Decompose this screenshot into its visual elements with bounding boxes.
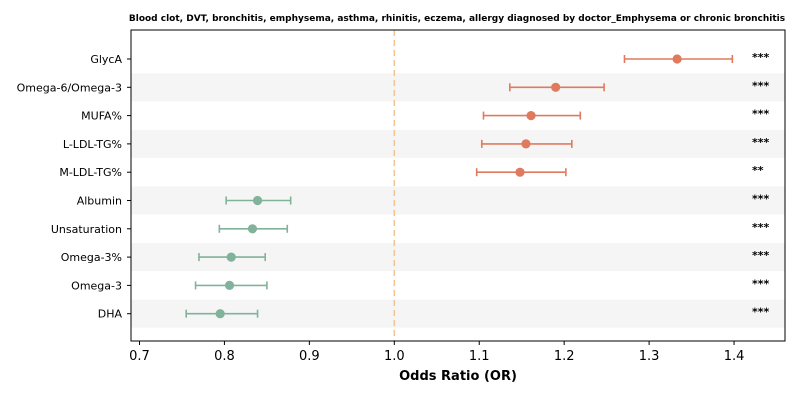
x-tick-label: 0.7 bbox=[129, 349, 150, 364]
x-tick-label: 1.0 bbox=[384, 349, 405, 364]
y-tick-label: Omega-6/Omega-3 bbox=[17, 81, 122, 94]
x-tick-label: 0.9 bbox=[299, 349, 320, 364]
significance-label: *** bbox=[752, 249, 770, 262]
y-tick-label: MUFA% bbox=[81, 110, 122, 123]
significance-label: *** bbox=[752, 51, 770, 64]
y-axis-labels: GlycA Omega-6/Omega-3 MUFA% L-LDL-TG% M-LDL-… bbox=[17, 53, 131, 321]
significance-label: *** bbox=[752, 193, 770, 206]
significance-label: *** bbox=[752, 108, 770, 121]
significance-label: *** bbox=[752, 306, 770, 319]
points bbox=[215, 54, 682, 319]
x-tick-label: 0.8 bbox=[214, 349, 235, 364]
x-tick-label: 1.3 bbox=[639, 349, 660, 364]
y-tick-label: GlycA bbox=[90, 53, 122, 66]
significance-label: *** bbox=[752, 79, 770, 92]
y-tick-label: Unsaturation bbox=[51, 223, 122, 236]
significance-label: *** bbox=[752, 221, 770, 234]
x-tick-label: 1.2 bbox=[554, 349, 575, 364]
or-point bbox=[215, 309, 225, 319]
or-point bbox=[521, 139, 531, 149]
y-tick-label: Albumin bbox=[77, 195, 122, 208]
or-point bbox=[515, 167, 525, 177]
x-tick-label: 1.1 bbox=[469, 349, 490, 364]
or-point bbox=[252, 195, 263, 206]
x-axis-label: Odds Ratio (OR) bbox=[399, 369, 517, 384]
y-tick-label: Omega-3% bbox=[61, 251, 122, 264]
or-point bbox=[226, 252, 236, 262]
significance-label: *** bbox=[752, 277, 770, 290]
y-tick-label: Omega-3 bbox=[71, 279, 122, 292]
or-point bbox=[551, 82, 561, 92]
y-tick-label: M-LDL-TG% bbox=[59, 166, 122, 179]
x-tick-label: 1.4 bbox=[724, 349, 745, 364]
or-point bbox=[672, 54, 682, 64]
or-point bbox=[224, 280, 235, 290]
or-point bbox=[247, 224, 258, 234]
plot-frame bbox=[130, 29, 786, 342]
y-tick-label: L-LDL-TG% bbox=[63, 138, 122, 151]
chart-title: Blood clot, DVT, bronchitis, emphysema, … bbox=[129, 14, 785, 24]
significance-label: ** bbox=[752, 164, 764, 177]
y-tick-label: DHA bbox=[98, 308, 123, 321]
significance-labels: ***************************** bbox=[752, 51, 770, 319]
x-axis: 0.7 0.8 0.9 1.0 1.1 1.2 1.3 1.4 bbox=[129, 341, 744, 364]
row-band bbox=[131, 129, 785, 158]
row-band bbox=[131, 73, 785, 102]
or-point bbox=[526, 111, 536, 121]
significance-label: *** bbox=[752, 136, 770, 149]
